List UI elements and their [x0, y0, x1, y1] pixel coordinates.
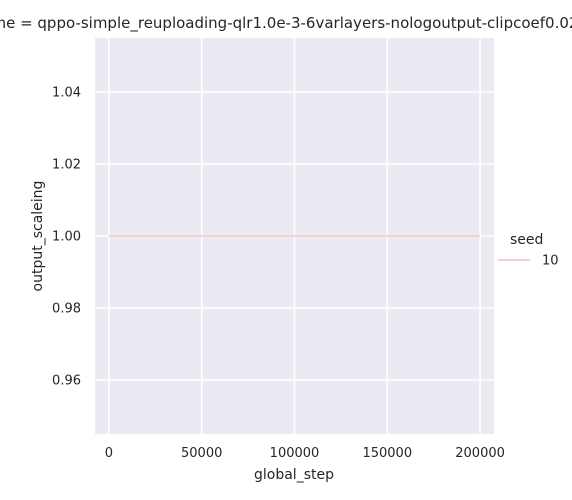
x-tick-labels: 0 50000 100000 150000 200000 [105, 446, 505, 461]
x-axis-label: global_step [254, 467, 334, 483]
y-axis-label: output_scaleing [30, 181, 46, 292]
y-tick-label: 1.00 [52, 230, 81, 245]
x-tick-label: 50000 [181, 446, 222, 461]
legend-title: seed [510, 232, 543, 248]
y-tick-labels: 0.96 0.98 1.00 1.02 1.04 [52, 86, 81, 389]
x-tick-label: 200000 [455, 446, 505, 461]
chart-title: name = qppo-simple_reuploading-qlr1.0e-3… [0, 14, 572, 33]
legend: seed 10 [498, 232, 559, 269]
x-tick-label: 150000 [362, 446, 412, 461]
y-tick-label: 0.96 [52, 374, 81, 389]
x-tick-label: 100000 [270, 446, 320, 461]
y-tick-label: 1.04 [52, 86, 81, 101]
y-tick-label: 1.02 [52, 158, 81, 173]
x-tick-label: 0 [105, 446, 113, 461]
legend-label: 10 [542, 254, 559, 269]
y-tick-label: 0.98 [52, 302, 81, 317]
